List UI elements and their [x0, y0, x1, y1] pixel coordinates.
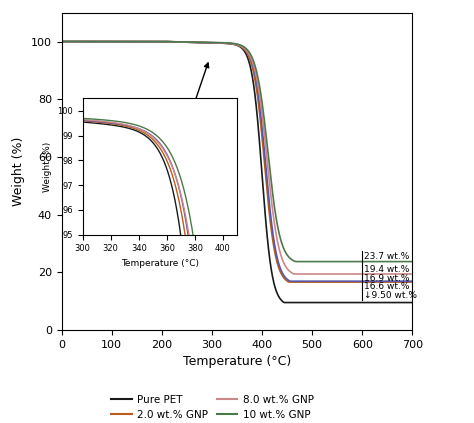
Text: ↓9.50 wt.%: ↓9.50 wt.% [364, 291, 417, 300]
Text: 16.9 wt.%: 16.9 wt.% [364, 274, 409, 283]
X-axis label: Temperature (°C): Temperature (°C) [183, 355, 291, 368]
Text: 16.6 wt.%: 16.6 wt.% [364, 282, 409, 291]
Legend: Pure PET, 2.0 wt.% GNP, 6.0 wt.% GNP, 8.0 wt.% GNP, 10 wt.% GNP: Pure PET, 2.0 wt.% GNP, 6.0 wt.% GNP, 8.… [107, 391, 318, 423]
Y-axis label: Weight (%): Weight (%) [12, 137, 25, 206]
Text: 23.7 wt.%: 23.7 wt.% [364, 252, 409, 261]
Text: 19.4 wt.%: 19.4 wt.% [364, 265, 409, 274]
